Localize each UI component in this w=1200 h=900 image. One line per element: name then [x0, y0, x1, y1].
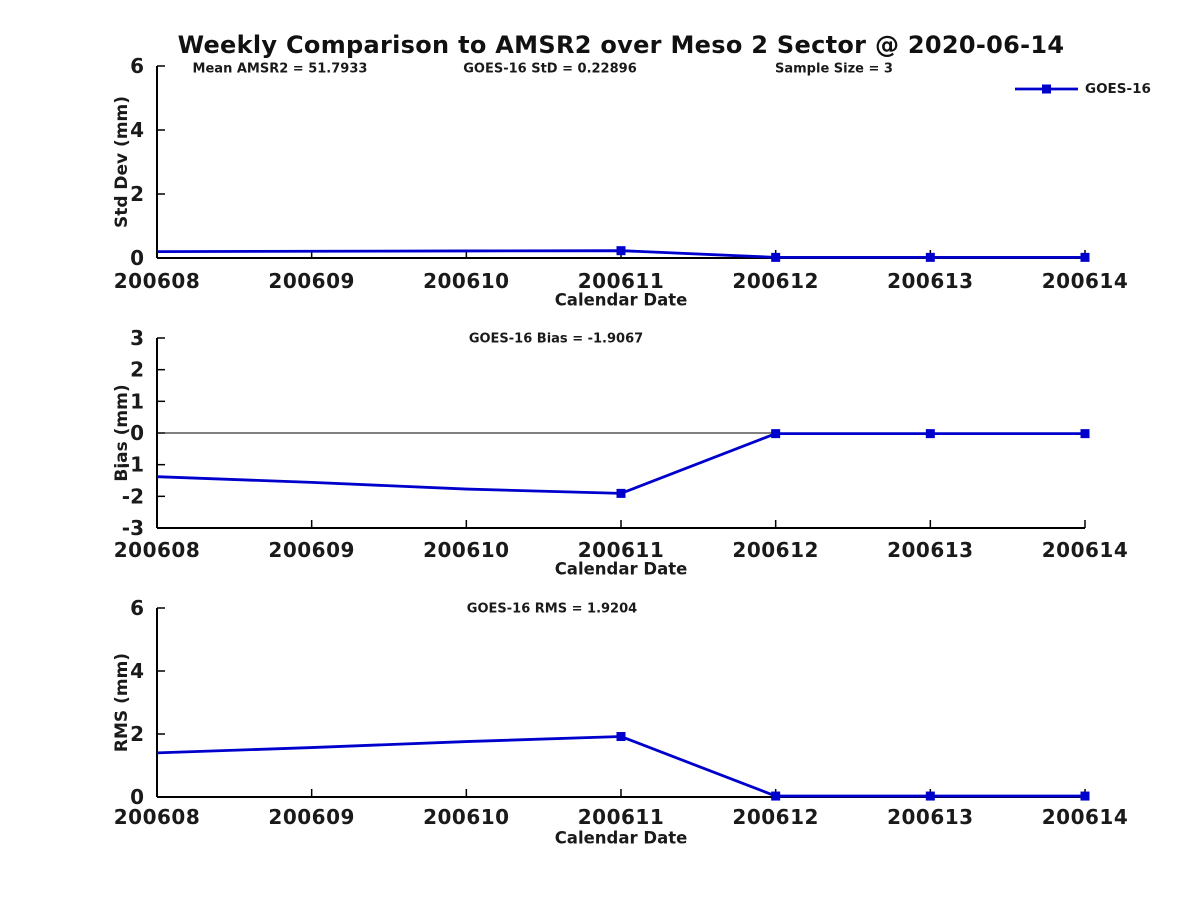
- y-tick-label: 6: [130, 54, 144, 78]
- stat-annotation: GOES-16 Bias = -1.9067: [469, 332, 643, 347]
- y-tick-label: 3: [130, 326, 144, 350]
- y-tick-label: 2: [130, 358, 144, 382]
- x-tick-label: 200614: [1042, 269, 1129, 293]
- y-tick-label: 6: [130, 596, 144, 620]
- legend-label: GOES-16: [1085, 81, 1151, 97]
- y-tick-label: 0: [130, 246, 144, 270]
- bias-panel: 200608 200609 200610 200611 200612 200613 2006…: [112, 326, 1128, 579]
- y-tick-label: 2: [130, 182, 144, 206]
- rms-series-line: [156, 735, 1085, 798]
- y-axis-title: Std Dev (mm): [112, 96, 132, 228]
- x-tick-label: 200610: [423, 805, 510, 829]
- x-tick-label: 200611: [578, 538, 665, 562]
- x-tick-label: 200608: [114, 269, 201, 293]
- y-axis-title: Bias (mm): [112, 384, 132, 481]
- rms-marker: [616, 732, 626, 742]
- rms-panel: 200608 200609 200610 200611 200612 200613 2006…: [112, 596, 1128, 848]
- stat-annotation: Mean AMSR2 = 51.7933: [193, 62, 368, 77]
- rms-marker: [925, 791, 935, 801]
- x-tick-label: 200614: [1042, 805, 1129, 829]
- y-tick-label: 4: [130, 659, 144, 683]
- x-tick-label: 200610: [423, 538, 510, 562]
- bias-marker: [925, 429, 935, 439]
- x-tick-label: 200608: [114, 805, 201, 829]
- y-axis-title: RMS (mm): [112, 653, 132, 752]
- stat-annotation: GOES-16 RMS = 1.9204: [467, 602, 637, 617]
- bias-marker: [1080, 429, 1090, 439]
- x-tick-label: 200614: [1042, 538, 1129, 562]
- x-tick-label: 200610: [423, 269, 510, 293]
- y-tick-label: 2: [130, 722, 144, 746]
- x-tick-label: 200613: [887, 538, 974, 562]
- x-tick-label: 200608: [114, 538, 201, 562]
- x-tick-label: 200612: [732, 538, 819, 562]
- x-tick-label: 200612: [732, 269, 819, 293]
- bias-series-line: [156, 432, 1085, 495]
- figure-title: Weekly Comparison to AMSR2 over Meso 2 S…: [177, 31, 1065, 59]
- x-tick-label: 200611: [578, 805, 665, 829]
- x-tick-label: 200613: [887, 805, 974, 829]
- x-axis-title: Calendar Date: [555, 291, 688, 310]
- y-tick-label: 0: [130, 785, 144, 809]
- x-axis-title: Calendar Date: [555, 829, 688, 848]
- std-dev-panel: 200608 200609 200610 200611 200612 200613 2006…: [112, 54, 1151, 310]
- y-tick-label: 0: [130, 421, 144, 445]
- x-tick-label: 200613: [887, 269, 974, 293]
- x-tick-label: 200609: [268, 805, 355, 829]
- stat-annotation: GOES-16 StD = 0.22896: [463, 62, 637, 77]
- y-tick-label: 1: [130, 389, 144, 413]
- x-tick-label: 200612: [732, 805, 819, 829]
- rms-marker: [1080, 791, 1090, 801]
- x-axis-title: Calendar Date: [555, 560, 688, 579]
- x-tick-label: 200609: [268, 538, 355, 562]
- stat-annotation: Sample Size = 3: [775, 62, 893, 77]
- std-dev-marker: [925, 252, 935, 262]
- std-dev-marker: [771, 252, 781, 262]
- y-tick-label: 4: [130, 118, 144, 142]
- legend-marker: [1042, 84, 1051, 94]
- y-tick-label: -1: [122, 453, 144, 477]
- std-dev-marker: [1080, 252, 1090, 262]
- rms-marker: [771, 791, 781, 801]
- std-dev-marker: [616, 246, 626, 256]
- y-tick-label: -3: [122, 516, 144, 540]
- x-tick-label: 200609: [268, 269, 355, 293]
- x-tick-label: 200611: [578, 269, 665, 293]
- bias-marker: [771, 429, 781, 439]
- bias-marker: [616, 488, 626, 498]
- y-tick-label: -2: [122, 484, 144, 508]
